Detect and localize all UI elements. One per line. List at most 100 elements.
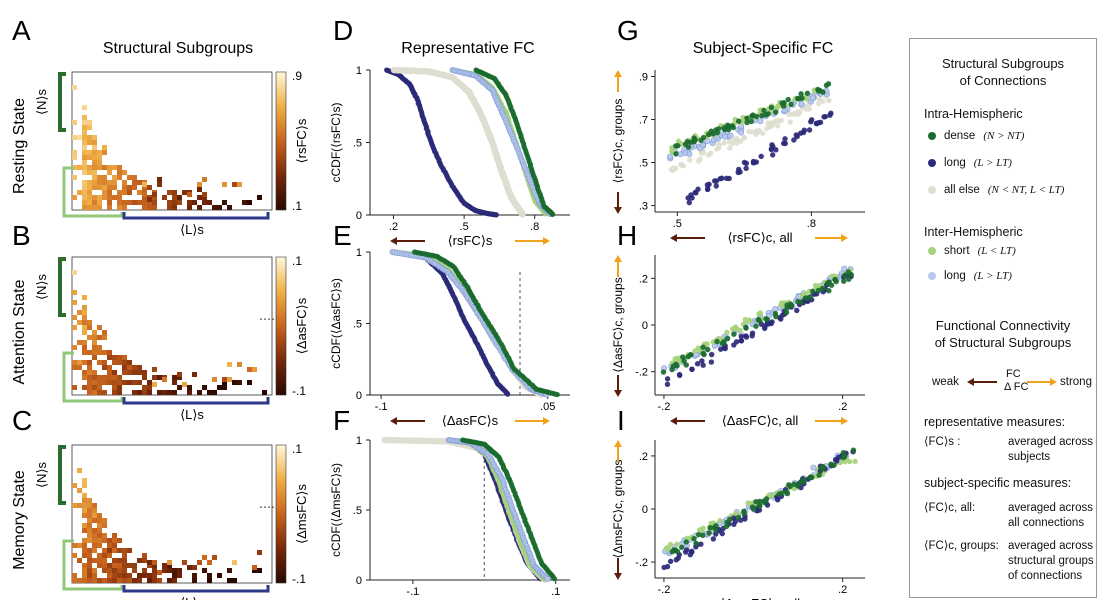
heatmap-cell: [82, 125, 87, 130]
heatmap-cell: [132, 180, 137, 185]
heatmap-cell: [97, 350, 102, 355]
heatmap-cell: [162, 563, 167, 568]
heatmap-cell: [112, 180, 117, 185]
scatter-point-dense: [768, 104, 775, 111]
heatmap-cell: [92, 170, 97, 175]
heatmap-cell: [212, 377, 217, 382]
heatmap-cell: [102, 175, 107, 180]
heatmap-cell: [142, 195, 147, 200]
heatmap-cell: [142, 185, 147, 190]
heatmap-cell: [92, 355, 97, 360]
scatter-point-long: [758, 153, 764, 160]
scatter-point-all-else: [774, 123, 781, 129]
heatmap-cell: [212, 555, 217, 560]
scatter-point-dense: [731, 331, 737, 337]
heatmap-cell: [142, 390, 147, 395]
weak-label: weak: [932, 376, 959, 388]
heatmap-cell: [107, 165, 112, 170]
scatter-point-dense: [735, 118, 742, 124]
colorbar: [275, 444, 287, 584]
heatmap-cell: [82, 375, 87, 380]
heatmap-cell: [257, 568, 262, 573]
scatter-point-long: [676, 372, 683, 379]
heatmap-cell: [147, 578, 152, 583]
scatter-point-long: [708, 359, 715, 365]
heatmap-cell: [107, 543, 112, 548]
scatter-point-dense: [819, 285, 826, 292]
scatter-point-long-inter-: [798, 101, 805, 108]
scatter-point-dense: [675, 143, 681, 149]
column-title-representative: Representative FC: [401, 40, 534, 57]
scatter-point-dense: [683, 539, 690, 545]
scatter-point-short: [724, 329, 730, 336]
scatter-point-all-else: [826, 97, 832, 103]
heatmap-cell: [72, 270, 77, 275]
heatmap-0: [58, 71, 287, 220]
heatmap-cell: [112, 375, 117, 380]
heatmap-cell: [72, 573, 77, 578]
heatmap-cell: [192, 573, 197, 578]
heatmap-cell: [97, 205, 102, 210]
heatmap-cell: [97, 375, 102, 380]
scatter-point-dense: [660, 369, 667, 375]
colorbar-label: ⟨rsFC⟩s: [294, 118, 309, 163]
heatmap-cell: [132, 185, 137, 190]
scatter-point-dense: [831, 462, 837, 468]
heatmap-cell: [112, 558, 117, 563]
scatter-point-long: [689, 549, 695, 555]
scatter-point-short: [802, 291, 809, 297]
scatter-point-long: [834, 458, 840, 464]
heatmap-cell: [227, 568, 232, 573]
heatmap-cell: [112, 390, 117, 395]
heatmap-x-label: ⟨L⟩s: [180, 595, 204, 600]
heatmap-cell: [122, 558, 127, 563]
cdf-x-label: ⟨ΔasFC⟩s: [442, 413, 499, 428]
heatmap-cell: [97, 160, 102, 165]
heatmap-cell: [162, 568, 167, 573]
legend-item-condition: (N > NT): [983, 130, 1025, 142]
heatmap-cell: [82, 513, 87, 518]
scatter-point-short: [742, 316, 749, 323]
scatter-point-dense: [756, 503, 763, 509]
heatmap-cell: [187, 385, 192, 390]
heatmap-cell: [102, 563, 107, 568]
legend-item-label: long: [944, 270, 966, 282]
heatmap-cell: [77, 340, 82, 345]
heatmap-cell: [82, 385, 87, 390]
heatmap-cell: [122, 190, 127, 195]
scatter-point-long: [731, 342, 737, 348]
scatter-point-dense: [698, 137, 704, 143]
panel-letter-e: E: [333, 220, 352, 251]
heatmap-cell: [137, 390, 142, 395]
scatter-point-all-else: [803, 106, 809, 112]
heatmap-cell: [162, 195, 167, 200]
scatter-point-dense: [841, 278, 847, 284]
panel-letter-a: A: [12, 15, 31, 46]
scatter-point-dense: [724, 335, 731, 342]
scatter-point-dense: [787, 483, 793, 490]
heatmap-cell: [82, 195, 87, 200]
heatmap-cell: [112, 185, 117, 190]
heatmap-cell: [122, 360, 127, 365]
scatter-point-dense: [710, 131, 716, 137]
heatmap-cell: [117, 375, 122, 380]
heatmap-cell: [107, 170, 112, 175]
cdf-point-dense: [554, 391, 560, 398]
heatmap-cell: [152, 573, 157, 578]
heatmap-cell: [72, 325, 77, 330]
short-bracket: [62, 539, 124, 591]
scatter-point-all-else: [793, 111, 800, 117]
heatmap-cell: [87, 365, 92, 370]
heatmap-cell: [247, 380, 252, 385]
heatmap-cell: [232, 578, 237, 583]
scatter-point-dense: [743, 325, 749, 331]
legend-item-dense: dense (N > NT): [928, 130, 1024, 142]
cdf-xlabel-arrow-right-head: [543, 237, 550, 245]
scatter-point-long: [673, 557, 679, 563]
scatter-ylabel-arrow-down-head: [614, 390, 622, 397]
heatmap-cell: [82, 170, 87, 175]
cdf-x-tick-label: .5: [460, 221, 469, 233]
heatmap-cell: [87, 523, 92, 528]
heatmap-cell: [117, 563, 122, 568]
scatter-point-dense: [825, 81, 832, 87]
